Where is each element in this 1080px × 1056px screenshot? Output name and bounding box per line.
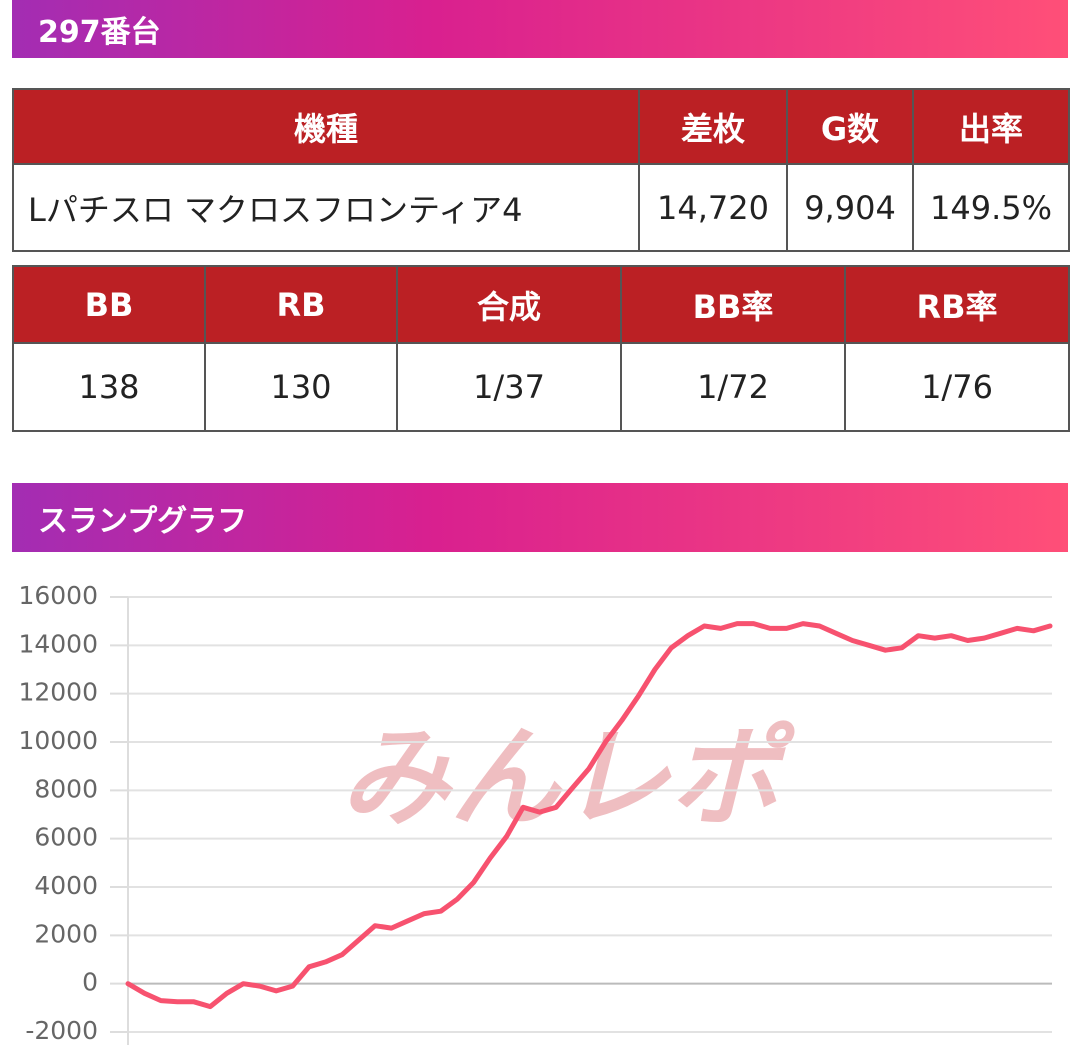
column-header: 出率 (912, 88, 1070, 165)
table-cell: 9,904 (786, 163, 914, 252)
header-title: 297番台 (38, 15, 161, 50)
table-header: BB RB 合成 BB率 RB率 (12, 265, 1070, 344)
section-bar: スランプグラフ (12, 483, 1068, 552)
table-row: 138 130 1/37 1/72 1/76 (12, 342, 1070, 432)
column-header: 差枚 (638, 88, 788, 165)
y-tick-label: 10000 (18, 726, 98, 755)
y-tick-label: 6000 (34, 823, 98, 852)
column-header: BB (12, 265, 206, 344)
bonus-table: BB RB 合成 BB率 RB率 138 130 1/37 1/72 1/76 (12, 265, 1070, 432)
watermark: みんレポ (340, 713, 796, 841)
y-tick-label: 14000 (18, 629, 98, 658)
machine-table: 機種 差枚 G数 出率 Lパチスロ マクロスフロンティア4 14,720 9,904 149… (12, 88, 1070, 252)
y-tick-label: 12000 (18, 678, 98, 707)
y-tick-label: -2000 (25, 1016, 98, 1045)
column-header: BB率 (620, 265, 846, 344)
table-cell: 1/72 (620, 342, 846, 432)
column-header: 合成 (396, 265, 622, 344)
table-cell: Lパチスロ マクロスフロンティア4 (12, 163, 640, 252)
table-cell: 1/37 (396, 342, 622, 432)
y-tick-label: 8000 (34, 774, 98, 803)
table-cell: 149.5% (912, 163, 1070, 252)
table-row: Lパチスロ マクロスフロンティア4 14,720 9,904 149.5% (12, 163, 1070, 252)
column-header: 機種 (12, 88, 640, 165)
series-line (125, 621, 1053, 1010)
y-tick-label: 0 (82, 968, 98, 997)
y-tick-label: 4000 (34, 871, 98, 900)
header-bar: 297番台 (12, 0, 1068, 58)
y-tick-label: 16000 (18, 581, 98, 610)
column-header: RB率 (844, 265, 1070, 344)
section-title: スランプグラフ (38, 503, 248, 539)
table-cell: 1/76 (844, 342, 1070, 432)
column-header: G数 (786, 88, 914, 165)
column-header: RB (204, 265, 398, 344)
table-cell: 138 (12, 342, 206, 432)
table-header: 機種 差枚 G数 出率 (12, 88, 1070, 165)
table-cell: 14,720 (638, 163, 788, 252)
table-cell: 130 (204, 342, 398, 432)
y-tick-label: 2000 (34, 919, 98, 948)
